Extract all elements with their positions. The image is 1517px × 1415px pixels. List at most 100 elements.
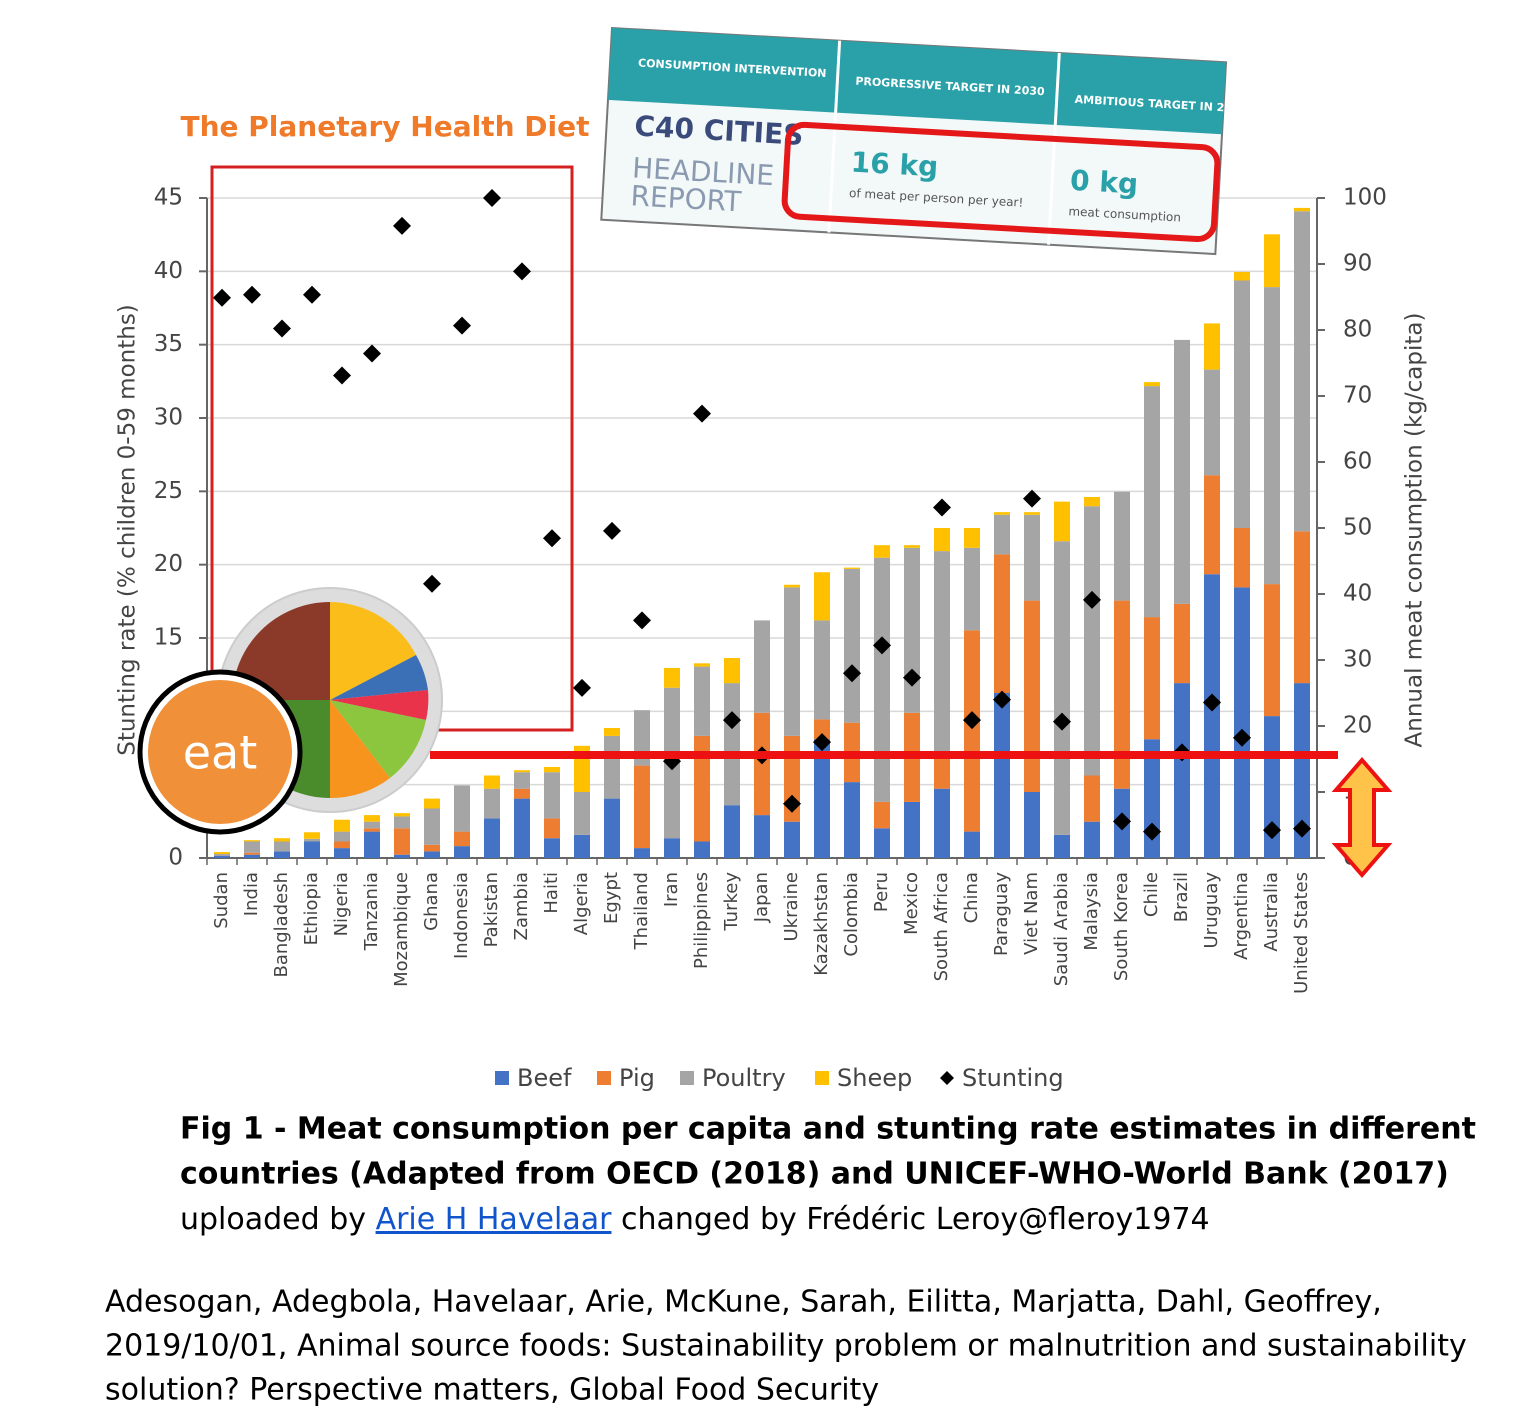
bar-segment [784, 821, 800, 858]
bar-segment [1264, 234, 1280, 288]
bar-segment [664, 667, 680, 688]
c40-value: 0 kg [1069, 164, 1139, 201]
bar-segment [1204, 574, 1220, 858]
bar-segment [484, 775, 500, 789]
bar-segment [724, 805, 740, 858]
x-tick-label: Sudan [211, 872, 232, 929]
caption-title: countries (Adapted from OECD (2018) and … [180, 1157, 1449, 1192]
legend: Beef Pig Poultry Sheep Stunting [495, 1064, 1064, 1092]
bar-segment [244, 854, 260, 858]
x-tick-label: India [241, 872, 262, 916]
bar-segment [1024, 600, 1040, 792]
bar-segment [784, 587, 800, 736]
bar-segment [394, 828, 410, 855]
x-tick-label: Haiti [541, 872, 562, 914]
x-tick-label: Mozambique [391, 872, 412, 987]
bar-segment [1264, 584, 1280, 717]
bar-segment [364, 821, 380, 829]
x-tick-label: Viet Nam [1021, 872, 1042, 955]
stunting-marker [693, 404, 711, 423]
y-axis-label: Stunting rate (% children 0-59 months) [115, 304, 141, 756]
bar-segment [574, 792, 590, 835]
stunting-marker [573, 678, 591, 697]
bar-segment [814, 719, 830, 740]
bar-segment [1024, 512, 1040, 515]
bar-segment [844, 568, 860, 723]
bar-segment [874, 557, 890, 802]
c40-value: 16 kg [850, 146, 939, 184]
bar-segment [214, 854, 230, 857]
citation: solution? Perspective matters, Global Fo… [105, 1373, 879, 1408]
x-tick-label: Paraguay [991, 872, 1012, 956]
x-tick-label: Argentina [1231, 872, 1252, 960]
bar-segment [514, 772, 530, 789]
bar-segment [1204, 475, 1220, 575]
y2-tick-label: 60 [1343, 449, 1372, 475]
x-tick-label: Zambia [511, 872, 532, 940]
bar-segment [814, 620, 830, 720]
x-tick-label: South Korea [1111, 872, 1132, 981]
stunting-marker [1293, 819, 1311, 838]
y2-tick-label: 40 [1343, 581, 1372, 607]
bar-segment [964, 528, 980, 548]
citation: 2019/10/01, Animal source foods: Sustain… [105, 1329, 1467, 1364]
legend-swatch [495, 1071, 509, 1085]
stunting-marker [1233, 728, 1251, 747]
bar-segment [574, 834, 590, 858]
bar-segment [1174, 683, 1190, 858]
bar-segment [334, 831, 350, 842]
bar-segment [364, 815, 380, 822]
stunting-marker [1143, 822, 1161, 841]
bar-segment [1294, 531, 1310, 684]
bar-segment [1054, 501, 1070, 542]
stunting-marker [513, 262, 531, 281]
legend-swatch [815, 1071, 829, 1085]
x-tick-label: Ukraine [781, 872, 802, 942]
bar-segment [964, 630, 980, 832]
bar-segment [334, 841, 350, 849]
x-tick-label: Tanzania [361, 872, 382, 951]
y2-tick-label: 90 [1343, 251, 1372, 277]
y-tick-label: 20 [154, 551, 183, 577]
y-tick-label: 45 [154, 185, 183, 211]
stunting-marker [453, 316, 471, 335]
bar-segment [1234, 271, 1250, 281]
x-tick-label: Pakistan [481, 872, 502, 947]
bar-segment [544, 766, 560, 773]
x-tick-label: Saudi Arabia [1051, 872, 1072, 986]
stunting-marker [243, 285, 261, 304]
bar-segment [1144, 386, 1160, 618]
bar-segment [1234, 280, 1250, 528]
x-tick-label: Thailand [631, 872, 652, 950]
c40-report: HEADLINE [631, 151, 775, 192]
bar-segment [454, 831, 470, 847]
range-arrow [1331, 756, 1393, 879]
bar-segment [214, 856, 230, 858]
c40-highlight [781, 121, 1221, 243]
x-tick-label: Peru [871, 872, 892, 912]
x-tick-label: Colombia [841, 872, 862, 957]
bar-segment [304, 832, 320, 839]
bar-segment [424, 798, 440, 809]
c40-panel: CONSUMPTION INTERVENTION PROGRESSIVE TAR… [600, 26, 1248, 256]
legend-swatch [680, 1071, 694, 1085]
bar-segment [874, 828, 890, 858]
uploader-link[interactable]: Arie H Havelaar [376, 1202, 613, 1237]
bar-segment [334, 819, 350, 832]
bar-segment [994, 693, 1010, 858]
x-tick-label: Turkey [721, 872, 742, 932]
stunting-marker [363, 344, 381, 363]
bar-segment [934, 788, 950, 858]
c40-note: meat consumption [1068, 204, 1181, 224]
bar-segment [754, 620, 770, 713]
stunting-marker [1083, 590, 1101, 609]
bar-segment [1294, 207, 1310, 212]
bar-segment [1084, 506, 1100, 776]
bar-segment [724, 658, 740, 684]
x-tick-label: Uruguay [1201, 872, 1222, 949]
stunting-marker [1263, 821, 1281, 840]
bar-segment [844, 782, 860, 858]
bar-segment [1234, 528, 1250, 588]
stunting-marker [843, 664, 861, 683]
